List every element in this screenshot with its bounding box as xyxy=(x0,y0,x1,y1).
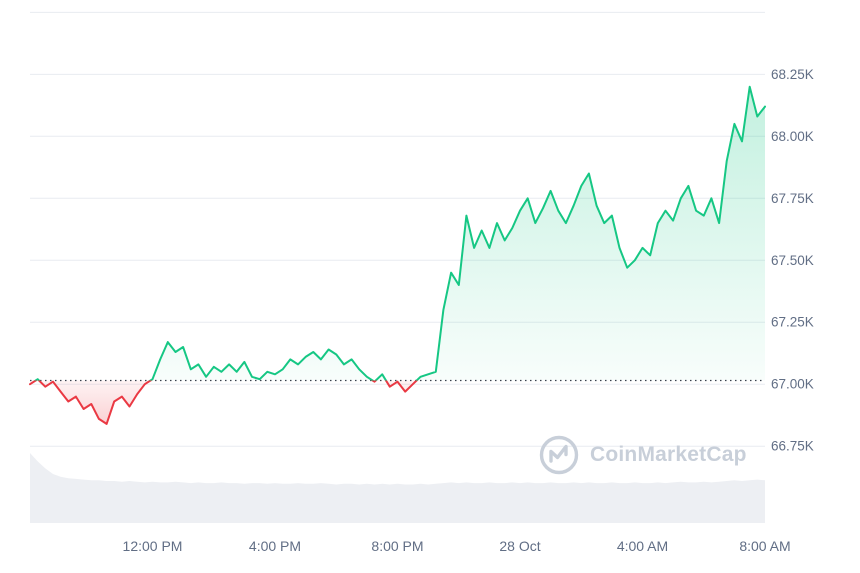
y-axis-label: 67.75K xyxy=(771,191,814,206)
price-area-up xyxy=(30,86,765,381)
x-axis-label: 8:00 PM xyxy=(371,538,423,554)
x-axis-label: 12:00 PM xyxy=(123,538,183,554)
price-line-down xyxy=(29,380,419,425)
y-axis-label: 66.75K xyxy=(771,439,814,454)
volume-area xyxy=(30,453,765,523)
price-area-down xyxy=(30,380,765,424)
x-axis-label: 8:00 AM xyxy=(739,538,790,554)
y-axis-label: 67.50K xyxy=(771,253,814,268)
y-axis-label: 68.25K xyxy=(771,67,814,82)
price-line-up xyxy=(33,85,766,381)
x-axis-label: 4:00 AM xyxy=(617,538,668,554)
x-axis-label: 28 Oct xyxy=(499,538,540,554)
y-axis-label: 67.00K xyxy=(771,377,814,392)
y-axis-label: 67.25K xyxy=(771,315,814,330)
x-axis-label: 4:00 PM xyxy=(249,538,301,554)
y-axis-label: 68.00K xyxy=(771,129,814,144)
